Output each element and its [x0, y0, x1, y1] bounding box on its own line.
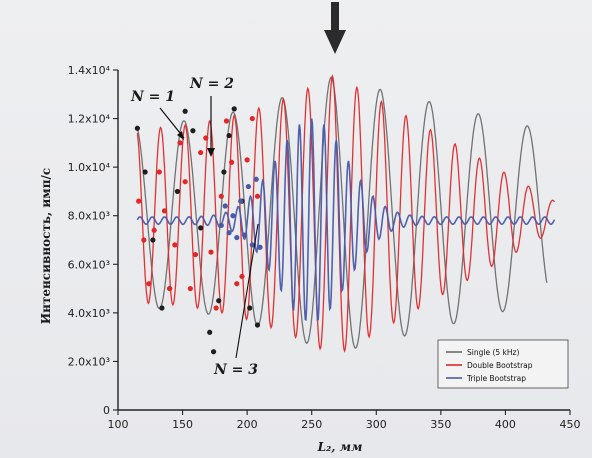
data-point-s1-20	[239, 273, 245, 280]
data-point-s0-2	[150, 237, 156, 243]
data-point-s1-12	[198, 149, 204, 156]
data-point-s2-9	[253, 176, 259, 182]
data-point-s1-18	[229, 159, 235, 165]
data-point-s1-21	[244, 157, 250, 163]
y-tick-label-1: 2.0x10³	[68, 355, 110, 368]
series	[136, 74, 556, 353]
data-point-s0-10	[210, 349, 217, 355]
data-point-s1-23	[254, 193, 261, 199]
data-point-s0-0	[134, 125, 140, 131]
x-tick-label-6: 400	[495, 418, 516, 431]
y-tick-label-2: 4.0x10³	[68, 307, 110, 320]
annotation-arrowhead-n1	[177, 131, 184, 140]
data-point-s1-5	[161, 208, 168, 214]
peak-marker-arrow	[324, 2, 346, 54]
data-point-s2-7	[245, 183, 252, 190]
axes	[117, 70, 570, 411]
y-tick-label-4: 8.0x10³	[68, 210, 110, 223]
data-point-s1-19	[234, 281, 240, 287]
data-point-s1-8	[177, 140, 183, 146]
data-point-s0-7	[190, 128, 196, 134]
data-point-s0-13	[226, 132, 232, 139]
x-tick-label-1: 150	[172, 418, 193, 431]
data-point-s2-3	[230, 213, 236, 219]
data-point-s1-16	[218, 193, 224, 199]
data-point-s0-1	[142, 169, 148, 175]
data-point-s1-1	[141, 237, 147, 243]
y-tick-label-3: 6.0x10³	[68, 258, 110, 271]
data-point-s1-7	[172, 242, 178, 248]
y-tick-label-6: 1.2x10⁴	[68, 113, 111, 126]
data-point-s1-15	[213, 305, 219, 311]
x-tick-label-0: 100	[108, 418, 129, 431]
data-point-s2-10	[257, 244, 263, 250]
x-tick-label-5: 350	[430, 418, 451, 431]
data-point-s1-17	[223, 118, 230, 124]
data-point-s2-0	[218, 222, 224, 229]
data-point-s2-4	[234, 234, 240, 241]
data-point-s1-0	[136, 198, 142, 204]
data-point-s0-16	[247, 305, 253, 311]
data-point-s1-10	[187, 285, 193, 292]
data-point-s0-9	[207, 329, 213, 335]
legend: Single (5 kHz) Double Bootstrap Triple B…	[437, 339, 569, 389]
x-tick-label-7: 450	[560, 418, 581, 431]
x-tick-label-4: 300	[366, 418, 387, 431]
y-axis-title: Интенсивность, имп/с	[39, 168, 53, 324]
data-point-s0-12	[221, 169, 227, 175]
legend-box	[437, 339, 569, 389]
annotation-n2: N = 2	[189, 76, 234, 92]
data-points	[134, 106, 263, 355]
data-point-s1-3	[151, 227, 157, 233]
data-point-s0-3	[159, 305, 165, 311]
annotation-arrow-n3	[235, 223, 259, 359]
data-point-s1-14	[208, 249, 214, 255]
x-axis-title: L₂, мм	[317, 440, 363, 454]
data-point-s1-6	[167, 285, 173, 292]
data-point-s1-9	[182, 179, 188, 185]
data-point-s1-13	[203, 135, 209, 141]
series-line-2	[136, 118, 556, 322]
annotation-n1: N = 1	[130, 89, 175, 105]
data-point-s0-11	[216, 298, 222, 304]
annotations: N = 1 N = 2 N = 3	[130, 76, 259, 378]
x-tick-label-3: 250	[301, 418, 322, 431]
annotation-n3: N = 3	[213, 362, 258, 378]
data-point-s2-8	[249, 242, 255, 248]
y-tick-label-5: 1.0x10⁴	[68, 161, 111, 174]
legend-label-double: Double Bootstrap	[467, 361, 533, 370]
data-point-s0-17	[254, 322, 261, 328]
series-line-1	[136, 74, 556, 353]
legend-label-single: Single (5 kHz)	[467, 348, 519, 357]
annotation-arrowhead-n2	[207, 148, 215, 157]
data-point-s1-22	[249, 115, 255, 122]
y-tick-label-0: 0	[103, 404, 110, 417]
ticks: 100 150 200 250 300 350 400 450 0 2.0x10³ 4.0x10³ 6…	[68, 64, 581, 431]
data-point-s1-11	[192, 251, 199, 258]
legend-label-triple: Triple Bootstrap	[466, 374, 526, 383]
data-point-s0-14	[231, 106, 237, 112]
data-point-s0-6	[182, 108, 188, 114]
data-point-s0-8	[198, 225, 204, 231]
data-point-s1-2	[146, 281, 152, 287]
data-point-s2-1	[222, 203, 228, 209]
data-point-s2-6	[241, 232, 248, 238]
series-line-0	[136, 76, 548, 349]
data-point-s1-4	[156, 169, 162, 175]
data-point-s2-2	[226, 230, 232, 236]
x-tick-label-2: 200	[237, 418, 258, 431]
data-point-s2-5	[238, 198, 244, 204]
data-point-s0-5	[174, 188, 181, 195]
y-tick-label-7: 1.4x10⁴	[68, 64, 111, 77]
